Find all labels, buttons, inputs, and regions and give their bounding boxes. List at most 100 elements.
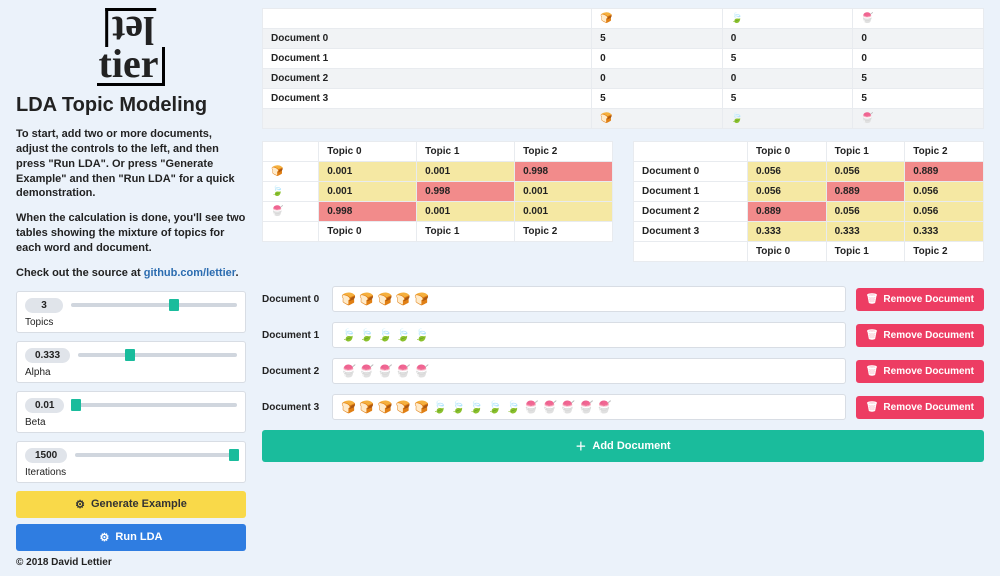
table-row: Document 00.0560.0560.889 [634, 162, 984, 182]
row-label: Document 3 [263, 89, 592, 109]
slider-beta: 0.01Beta [16, 391, 246, 433]
copyright: © 2018 David Lettier [16, 557, 246, 568]
remove-document-button[interactable]: 🗑Remove Document [856, 396, 984, 419]
table-row: 🍞0.0010.0010.998 [263, 162, 613, 182]
document-input[interactable]: 🍃 🍃 🍃 🍃 🍃 [332, 322, 846, 348]
slider-alpha: 0.333 Alpha [16, 341, 246, 383]
remove-document-button[interactable]: 🗑Remove Document [856, 360, 984, 383]
slider-value: 1500 [25, 448, 67, 463]
trash-icon: 🗑 [866, 294, 879, 305]
table-row: Document 2005 [263, 69, 984, 89]
table-row: Document 30.3330.3330.333 [634, 222, 984, 242]
document-row: Document 2 🍧 🍧 🍧 🍧 🍧 🗑Remove Document [262, 358, 984, 384]
row-label: Document 1 [634, 182, 748, 202]
document-input[interactable]: 🍞 🍞 🍞 🍞 🍞 [332, 286, 846, 312]
slider-value: 3 [25, 298, 63, 313]
page-title: LDA Topic Modeling [16, 94, 246, 117]
document-input[interactable]: 🍞 🍞 🍞 🍞 🍞 🍃 🍃 🍃 🍃 🍃 🍧 🍧 🍧 🍧 🍧 [332, 394, 846, 420]
slider-thumb[interactable] [125, 349, 135, 361]
table-row: Document 10.0560.8890.056 [634, 182, 984, 202]
document-row: Document 1 🍃 🍃 🍃 🍃 🍃 🗑Remove Document [262, 322, 984, 348]
prob-cell: 0.001 [515, 202, 613, 222]
table-row: Document 0500 [263, 29, 984, 49]
slider-track[interactable] [71, 303, 237, 307]
source-link[interactable]: github.com/lettier [144, 267, 236, 279]
prob-cell: 0.001 [417, 202, 515, 222]
prob-cell: 0.001 [319, 182, 417, 202]
cell-value: 5 [592, 29, 723, 49]
slider-track[interactable] [78, 353, 237, 357]
slider-thumb[interactable] [229, 449, 239, 461]
cell-value: 5 [853, 89, 984, 109]
document-label: Document 0 [262, 294, 322, 305]
topic-footer: Topic 1 [826, 242, 905, 262]
slider-value: 0.333 [25, 348, 70, 363]
prob-cell: 0.056 [905, 182, 984, 202]
prob-cell: 0.998 [515, 162, 613, 182]
bread-icon: 🍞 [592, 109, 723, 129]
table-row: Document 20.8890.0560.056 [634, 202, 984, 222]
prob-cell: 0.889 [747, 202, 826, 222]
slider-iterations: 1500Iterations [16, 441, 246, 483]
prob-cell: 0.333 [905, 222, 984, 242]
prob-cell: 0.056 [747, 162, 826, 182]
document-label: Document 2 [262, 366, 322, 377]
topic-header: Topic 0 [747, 142, 826, 162]
topic-header: Topic 2 [905, 142, 984, 162]
prob-cell: 0.056 [905, 202, 984, 222]
topic-word-table: Topic 0Topic 1Topic 2🍞0.0010.0010.998🍃0.… [262, 141, 613, 242]
slider-thumb[interactable] [71, 399, 81, 411]
bread-icon: 🍞 [592, 9, 723, 29]
trash-icon: 🗑 [866, 402, 879, 413]
topic-footer: Topic 2 [905, 242, 984, 262]
prob-cell: 0.889 [905, 162, 984, 182]
leaf-icon: 🍃 [722, 9, 853, 29]
row-label: Document 1 [263, 49, 592, 69]
ice-icon: 🍧 [853, 109, 984, 129]
slider-value: 0.01 [25, 398, 64, 413]
slider-topics: 3 Topics [16, 291, 246, 333]
cell-value: 5 [722, 89, 853, 109]
document-label: Document 1 [262, 330, 322, 341]
leaf-icon: 🍃 [263, 182, 319, 202]
intro-text-3: Check out the source at github.com/letti… [16, 266, 246, 281]
topic-header: Topic 2 [515, 142, 613, 162]
table-row: Document 1050 [263, 49, 984, 69]
slider-track[interactable] [75, 453, 237, 457]
table-row: Document 3555 [263, 89, 984, 109]
leaf-icon: 🍃 [722, 109, 853, 129]
doc-word-count-table: 🍞🍃🍧Document 0500Document 1050Document 20… [262, 8, 984, 129]
table-row: 🍧0.9980.0010.001 [263, 202, 613, 222]
document-row: Document 3 🍞 🍞 🍞 🍞 🍞 🍃 🍃 🍃 🍃 🍃 🍧 🍧 🍧 🍧 🍧 🗑… [262, 394, 984, 420]
ice-icon: 🍧 [853, 9, 984, 29]
prob-cell: 0.333 [826, 222, 905, 242]
prob-cell: 0.889 [826, 182, 905, 202]
slider-thumb[interactable] [169, 299, 179, 311]
document-input[interactable]: 🍧 🍧 🍧 🍧 🍧 [332, 358, 846, 384]
run-lda-button[interactable]: ⚙ Run LDA [16, 524, 246, 551]
row-label: Document 0 [634, 162, 748, 182]
remove-document-button[interactable]: 🗑Remove Document [856, 324, 984, 347]
remove-document-button[interactable]: 🗑Remove Document [856, 288, 984, 311]
topic-header: Topic 1 [826, 142, 905, 162]
prob-cell: 0.998 [319, 202, 417, 222]
document-row: Document 0 🍞 🍞 🍞 🍞 🍞 🗑Remove Document [262, 286, 984, 312]
topic-header: Topic 1 [417, 142, 515, 162]
plus-icon: ＋ [575, 438, 586, 454]
topic-footer: Topic 0 [319, 222, 417, 242]
table-row: 🍃0.0010.9980.001 [263, 182, 613, 202]
slider-label: Topics [25, 317, 237, 328]
intro-text-1: To start, add two or more documents, adj… [16, 127, 246, 201]
slider-track[interactable] [72, 403, 237, 407]
generate-example-button[interactable]: ⚙ Generate Example [16, 491, 246, 518]
gear-icon: ⚙ [75, 498, 85, 511]
row-label: Document 2 [263, 69, 592, 89]
document-label: Document 3 [262, 402, 322, 413]
cell-value: 0 [853, 49, 984, 69]
slider-label: Alpha [25, 367, 237, 378]
cell-value: 0 [853, 29, 984, 49]
add-document-button[interactable]: ＋ Add Document [262, 430, 984, 462]
prob-cell: 0.056 [826, 202, 905, 222]
prob-cell: 0.056 [826, 162, 905, 182]
row-label: Document 2 [634, 202, 748, 222]
